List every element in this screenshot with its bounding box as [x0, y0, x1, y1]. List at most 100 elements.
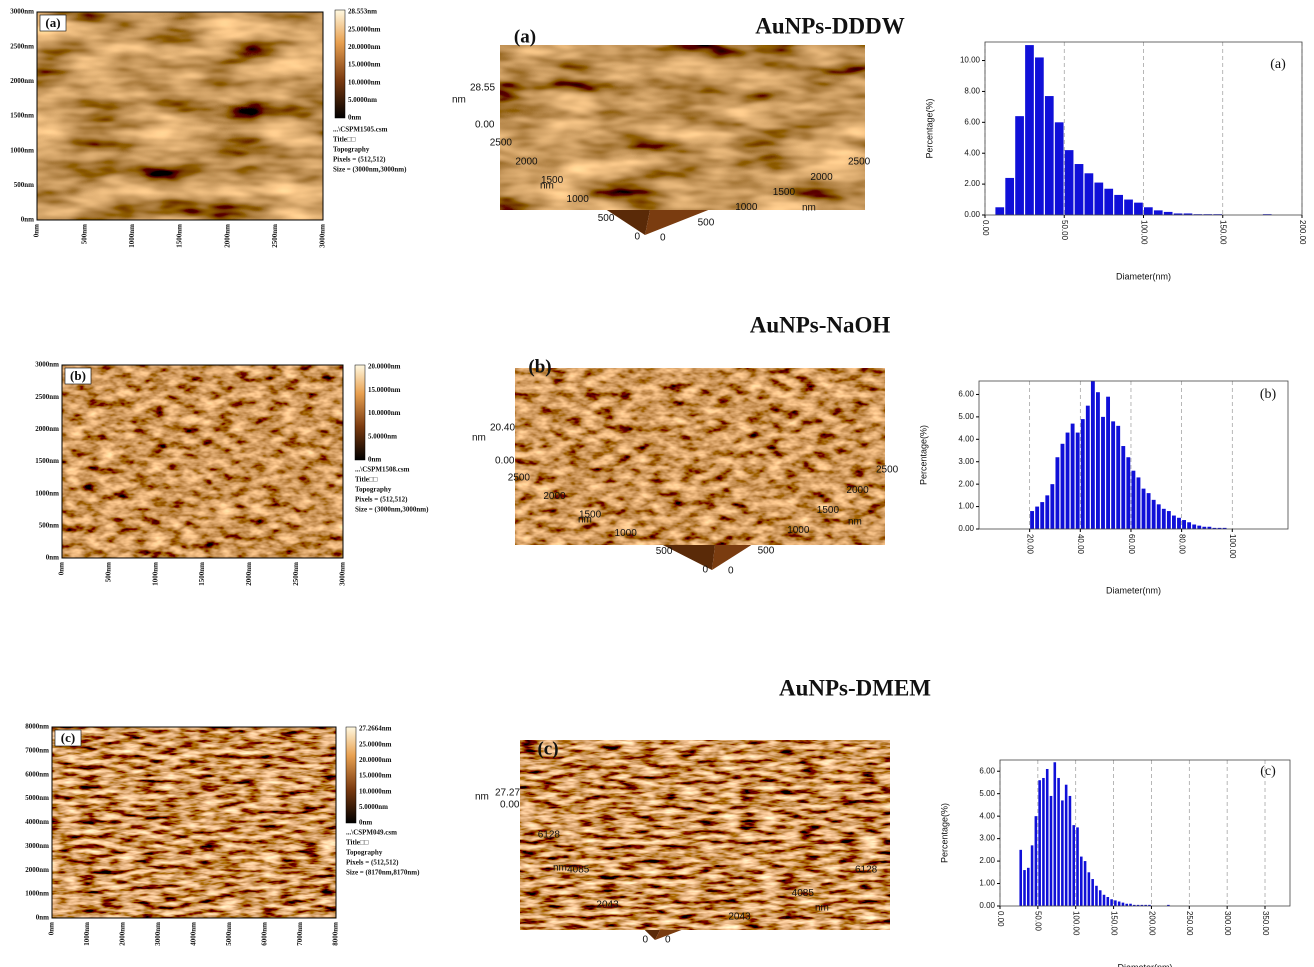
info-text: ...\CSPM049.csm [346, 829, 397, 837]
x-tick-label: 1500nm [198, 562, 206, 586]
width-tick: 0 [665, 935, 671, 946]
depth-tick: 6128 [538, 830, 561, 841]
x-tick-label: 50.00 [1060, 220, 1069, 241]
bar [1072, 825, 1076, 906]
bar [1034, 816, 1038, 906]
depth-tick: 2000 [515, 156, 538, 167]
scale-label: 10.0000nm [359, 787, 392, 795]
bar [1144, 904, 1147, 906]
panel-label: (a) [1270, 57, 1286, 72]
bar [1042, 777, 1045, 906]
bar [1114, 900, 1117, 906]
x-tick-label: 150.00 [1109, 911, 1118, 936]
bar [1057, 777, 1060, 906]
depth-unit: nm [553, 863, 567, 874]
x-tick-label: 4000nm [190, 922, 198, 946]
x-tick-label: 20.00 [1026, 534, 1035, 555]
x-tick-label: 1000nm [128, 224, 136, 248]
y-tick-label: 3000nm [35, 361, 59, 369]
y-tick-label: 7000nm [25, 746, 49, 754]
x-axis-label: Diameter(nm) [1116, 271, 1171, 281]
bar [1222, 527, 1227, 529]
bar [1076, 827, 1079, 906]
y-tick-label: 500nm [39, 521, 59, 529]
bar [1217, 527, 1222, 529]
z-top: 20.40 [490, 423, 515, 434]
depth-tick: 1000 [567, 194, 590, 205]
bar [1129, 903, 1132, 906]
scale-label: 27.2664nm [359, 725, 392, 733]
y-tick-label: 5000nm [25, 794, 49, 802]
x-tick-label: 200.00 [1147, 911, 1156, 936]
bar [1040, 502, 1045, 529]
plot-frame [978, 380, 1289, 530]
bar [1085, 405, 1090, 529]
x-tick-label: 2500nm [292, 562, 300, 586]
x-tick-label: 80.00 [1178, 534, 1187, 555]
bar [1167, 904, 1170, 906]
y-tick-label: 2500nm [35, 393, 59, 401]
bar [1065, 432, 1070, 529]
info-text: Pixels = (512,512) [333, 156, 386, 164]
bar [1025, 45, 1034, 215]
surface-side [645, 118, 865, 235]
surface-side [712, 435, 885, 570]
info-text: Title□□ [346, 839, 369, 847]
width-unit: nm [802, 203, 816, 214]
y-axis-label: Percentage(%) [939, 803, 949, 863]
scale-label: 0nm [359, 819, 372, 827]
bar [1183, 213, 1193, 215]
x-tick-label: 0nm [33, 224, 41, 237]
bar [1121, 446, 1126, 529]
bar [1080, 856, 1083, 906]
x-tick-label: 2000nm [223, 224, 231, 248]
x-tick-label: 5000nm [225, 922, 233, 946]
width-unit: nm [848, 517, 862, 528]
y-tick-label: 3000nm [10, 8, 34, 16]
bar [1094, 182, 1104, 215]
width-tick: 500 [758, 545, 775, 556]
bar [1140, 904, 1144, 906]
y-tick-label: 4.00 [958, 434, 974, 443]
surface [500, 45, 865, 210]
panel-title: AuNPs-DDDW [755, 13, 905, 38]
bar [1153, 210, 1163, 215]
bar [1111, 421, 1116, 529]
bar [1136, 904, 1140, 906]
scale-label: 25.0000nm [359, 740, 392, 748]
bar [1126, 457, 1131, 529]
depth-tick: 2000 [543, 491, 566, 502]
y-tick-label: 2500nm [10, 42, 34, 50]
depth-tick: 1500 [579, 509, 602, 520]
width-unit: nm [815, 903, 829, 914]
info-text: Topography [333, 146, 370, 154]
panel-label: (a) [514, 26, 536, 47]
y-tick-label: 1000nm [25, 890, 49, 898]
scale-label: 5.0000nm [359, 803, 388, 811]
x-tick-label: 300.00 [1223, 911, 1232, 936]
x-tick-label: 1000nm [151, 562, 159, 586]
bar [1030, 845, 1034, 906]
bar [1182, 520, 1186, 529]
bar [1080, 419, 1085, 529]
depth-tick: 0 [702, 565, 708, 576]
width-tick: 0 [660, 233, 666, 244]
scale-label: 28.553nm [348, 8, 377, 16]
bar [1091, 879, 1094, 906]
bar [1197, 525, 1202, 529]
width-tick: 4085 [792, 888, 815, 899]
y-tick-label: 2.00 [964, 179, 980, 188]
scale-label: 25.0000nm [348, 25, 381, 33]
bar [1125, 903, 1129, 906]
bar [1023, 870, 1026, 906]
width-tick: 0 [728, 566, 734, 577]
bar [1110, 899, 1113, 906]
surface-side [655, 840, 890, 940]
x-tick-label: 7000nm [296, 922, 304, 946]
bar [1104, 188, 1114, 215]
afm-frame [51, 726, 337, 919]
panel-label: (c) [537, 738, 558, 759]
x-tick-label: 0.00 [981, 220, 990, 236]
scale-label: 15.0000nm [368, 386, 401, 394]
info-text: Topography [355, 486, 392, 494]
